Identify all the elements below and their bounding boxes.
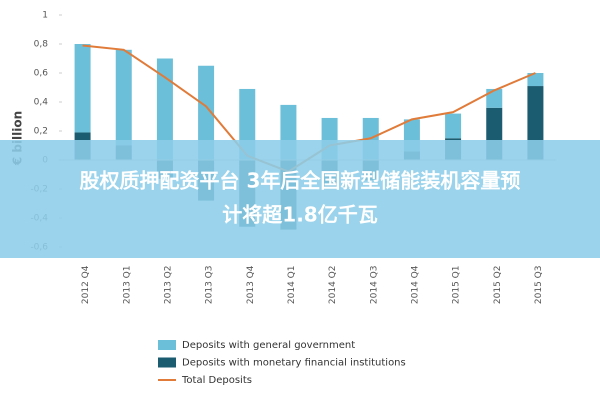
legend-label: Deposits with general government	[182, 340, 355, 351]
x-tick-label: 2012 Q4	[81, 265, 91, 304]
y-tick-label: 0,2	[34, 127, 48, 137]
legend-label: Deposits with monetary financial institu…	[182, 358, 406, 369]
x-tick-label: 2013 Q2	[163, 266, 173, 305]
x-tick-label: 2015 Q1	[452, 266, 462, 305]
x-tick-label: 2014 Q2	[328, 266, 338, 305]
legend-swatch	[158, 357, 176, 368]
x-tick-label: 2013 Q3	[205, 266, 215, 305]
bar	[115, 49, 132, 146]
banner-line: 计将超1.8亿千瓦	[222, 203, 377, 227]
bar	[445, 113, 462, 139]
banner-bg	[0, 140, 600, 258]
legend-label: Total Deposits	[181, 375, 252, 386]
x-tick-label: 2013 Q4	[246, 265, 256, 304]
banner-line: 股权质押配资平台 3年后全国新型储能装机容量预	[80, 169, 521, 193]
y-tick-label: 0,6	[34, 69, 49, 79]
x-tick-label: 2014 Q1	[287, 266, 297, 305]
legend-swatch	[158, 340, 176, 350]
y-tick-label: 0,8	[34, 40, 49, 50]
x-tick-label: 2014 Q4	[410, 265, 420, 304]
bar	[486, 88, 503, 108]
y-tick-label: 0,4	[34, 98, 49, 108]
x-tick-label: 2014 Q3	[369, 266, 379, 305]
bar	[74, 44, 91, 133]
y-tick-label: 1	[42, 11, 48, 21]
x-tick-label: 2015 Q3	[534, 266, 544, 305]
bar	[156, 58, 173, 160]
bar	[198, 65, 215, 160]
x-tick-label: 2015 Q2	[493, 266, 503, 305]
bar	[527, 73, 544, 87]
x-tick-label: 2013 Q1	[122, 266, 132, 305]
